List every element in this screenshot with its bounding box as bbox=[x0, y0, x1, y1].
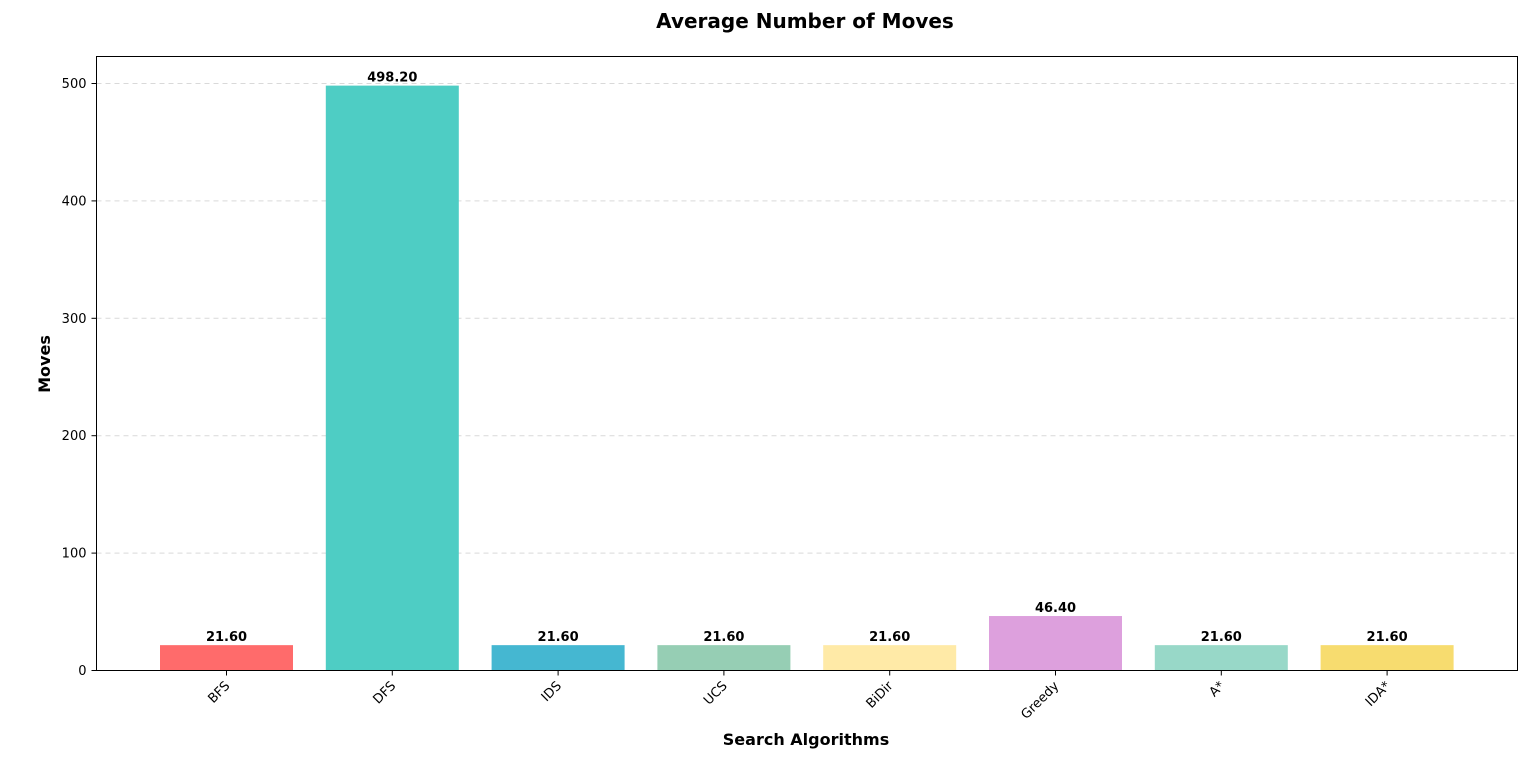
x-tick-label: BiDir bbox=[864, 678, 897, 711]
y-tick-label: 400 bbox=[62, 194, 87, 209]
x-tick-label: Greedy bbox=[1018, 679, 1062, 723]
y-tick-label: 200 bbox=[62, 429, 87, 444]
chart-title: Average Number of Moves bbox=[656, 9, 954, 33]
bar-value-label: 21.60 bbox=[869, 630, 910, 645]
y-tick-label: 100 bbox=[62, 547, 87, 562]
bars bbox=[160, 85, 1454, 671]
bar-UCS bbox=[657, 645, 791, 671]
x-axis-ticks: BFS DFS IDS UCS BiDir Greedy A* IDA* bbox=[205, 670, 1394, 723]
y-axis-ticks: 0 100 200 300 400 500 bbox=[62, 77, 97, 679]
bar-IDA* bbox=[1320, 645, 1454, 671]
value-labels: 21.60 498.20 21.60 21.60 21.60 46.40 21.60 21.6… bbox=[206, 71, 1408, 646]
y-tick-label: 300 bbox=[62, 312, 87, 327]
x-tick-label: BFS bbox=[205, 679, 233, 707]
x-tick-label: IDS bbox=[539, 679, 565, 705]
y-grid bbox=[96, 83, 1518, 554]
x-tick-label: IDA* bbox=[1363, 678, 1394, 709]
bar-value-label: 21.60 bbox=[703, 630, 744, 645]
bar-IDS bbox=[491, 645, 625, 671]
plot-frame bbox=[96, 56, 1518, 671]
x-tick-label: A* bbox=[1207, 678, 1229, 700]
bar-BFS bbox=[160, 645, 293, 671]
bar-value-label: 21.60 bbox=[206, 630, 247, 645]
y-axis-label: Moves bbox=[35, 335, 54, 393]
bar-DFS bbox=[325, 85, 459, 671]
x-axis-label: Search Algorithms bbox=[723, 730, 889, 749]
y-tick-label: 500 bbox=[62, 77, 87, 92]
bar-value-label: 21.60 bbox=[538, 630, 579, 645]
bar-Greedy bbox=[989, 616, 1122, 671]
bar-value-label: 46.40 bbox=[1035, 601, 1076, 616]
bar-value-label: 21.60 bbox=[1367, 630, 1408, 645]
bar-value-label: 498.20 bbox=[367, 71, 417, 86]
bar-BiDir bbox=[823, 645, 957, 671]
x-tick-label: UCS bbox=[701, 679, 731, 709]
y-tick-label: 0 bbox=[78, 664, 86, 679]
x-tick-label: DFS bbox=[370, 679, 399, 708]
bar-A* bbox=[1154, 645, 1288, 671]
bar-value-label: 21.60 bbox=[1201, 630, 1242, 645]
